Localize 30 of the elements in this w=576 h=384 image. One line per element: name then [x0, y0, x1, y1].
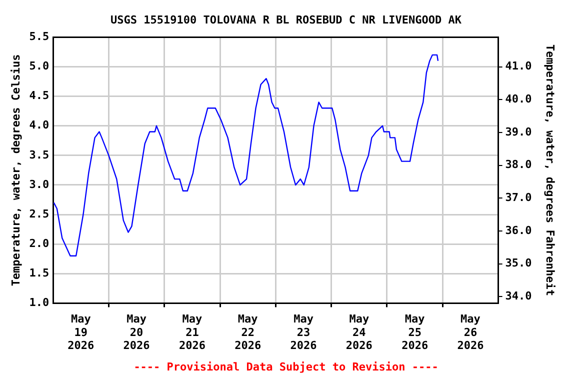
x-tick-label: May 19 2026: [68, 312, 95, 352]
text: ---- Provisional Data Subject to Revision ----: [134, 360, 438, 374]
y2-tick-label: 37.0: [505, 190, 532, 204]
y2-tick-label: 41.0: [505, 60, 532, 73]
y-tick-label: 2.5: [29, 207, 50, 220]
y2-tick-label: 35.0: [505, 256, 532, 270]
y-tick-label: 5.0: [29, 60, 50, 73]
x-tick-label: May 20 2026: [123, 312, 150, 352]
x-tick-label: May 22 2026: [234, 312, 262, 352]
y2-tick-label: 40.0: [505, 92, 532, 106]
y-tick-label: 1.0: [29, 296, 50, 310]
y-tick-label: 1.5: [29, 266, 50, 280]
chart-title: USGS 15519100 TOLOVANA R BL ROSEBUD C NR LIVENGOOD AK: [110, 13, 462, 26]
x-tick-label: May 24 2026: [346, 312, 373, 352]
y2-axis-title: Temperature, water, degrees Fahrenheit: [544, 44, 557, 296]
x-tick-label: May 21 2026: [178, 312, 206, 352]
y-tick-label: 4.5: [29, 89, 50, 102]
y-tick-label: 3.0: [29, 178, 50, 191]
y2-tick-label: 34.0: [505, 289, 532, 302]
y-tick-label: 5.5: [29, 30, 50, 44]
x-tick-label: May 25 2026: [402, 312, 428, 352]
y2-tick-label: 36.0: [505, 224, 532, 237]
x-tick-label: May 23 2026: [290, 312, 318, 352]
y-axis-title: Temperature, water, degrees Celsius: [9, 54, 22, 286]
y2-tick-label: 39.0: [505, 125, 532, 138]
y-tick-label: 2.0: [29, 236, 50, 250]
x-tick-label: May 26 2026: [457, 312, 484, 352]
y-tick-label: 4.0: [29, 118, 50, 132]
y-tick-label: 3.5: [29, 148, 50, 162]
y2-tick-label: 38.0: [505, 158, 532, 172]
